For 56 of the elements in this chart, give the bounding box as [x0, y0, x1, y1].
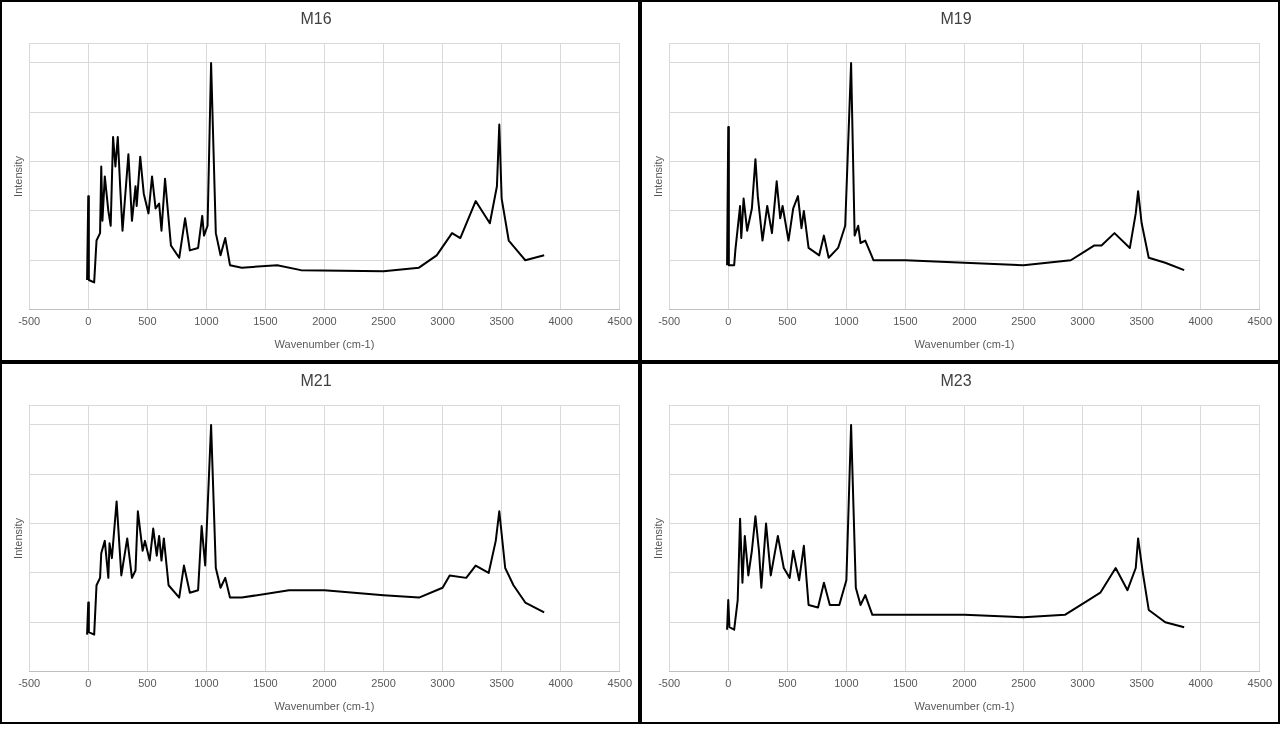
- x-tick-label: 0: [85, 315, 92, 328]
- x-tick-label: 0: [85, 677, 92, 690]
- x-tick-label: 1500: [253, 315, 278, 328]
- x-tick-label: 3000: [430, 677, 455, 690]
- x-tick-label: 4500: [607, 677, 633, 690]
- chart-title: M21: [300, 372, 332, 390]
- x-tick-label: 3500: [489, 315, 514, 328]
- x-tick-label: 500: [778, 315, 797, 328]
- chart-title: M23: [940, 372, 972, 390]
- x-tick-label: 1500: [893, 677, 918, 690]
- x-tick-label: 3500: [1129, 677, 1154, 690]
- x-tick-label: 4000: [1188, 677, 1213, 690]
- x-tick-label: 3500: [489, 677, 514, 690]
- x-tick-label: 2500: [1011, 677, 1036, 690]
- x-tick-label: 4500: [1247, 677, 1273, 690]
- x-tick-label: 1000: [194, 677, 219, 690]
- x-tick-label: 0: [725, 677, 732, 690]
- y-axis-title: Intensity: [651, 517, 664, 559]
- x-tick-label: 500: [138, 677, 157, 690]
- chart-title: M19: [940, 10, 972, 28]
- x-tick-label: 2500: [371, 677, 396, 690]
- x-tick-label: 2500: [371, 315, 396, 328]
- y-axis-title: Intensity: [11, 517, 24, 559]
- x-tick-label: 3000: [1070, 315, 1095, 328]
- x-tick-label: 2000: [952, 677, 977, 690]
- x-axis-title: Wavenumber (cm-1): [274, 338, 375, 351]
- x-tick-label: 3000: [430, 315, 455, 328]
- x-axis-title: Wavenumber (cm-1): [914, 338, 1015, 351]
- x-tick-label: 4500: [607, 315, 633, 328]
- x-tick-label: -500: [658, 315, 681, 328]
- x-axis-title: Wavenumber (cm-1): [274, 700, 375, 713]
- x-tick-label: 1000: [194, 315, 219, 328]
- x-tick-label: 2000: [312, 677, 337, 690]
- y-axis-title: Intensity: [651, 155, 664, 197]
- x-tick-label: 2000: [312, 315, 337, 328]
- x-tick-label: -500: [18, 315, 41, 328]
- x-tick-label: -500: [658, 677, 681, 690]
- x-tick-label: 4000: [1188, 315, 1213, 328]
- x-tick-label: 4500: [1247, 315, 1273, 328]
- x-tick-label: 2500: [1011, 315, 1036, 328]
- x-tick-label: 1500: [893, 315, 918, 328]
- x-tick-label: 3000: [1070, 677, 1095, 690]
- x-tick-label: 1500: [253, 677, 278, 690]
- x-tick-label: 4000: [548, 315, 573, 328]
- y-axis-title: Intensity: [11, 155, 24, 197]
- x-tick-label: 1000: [834, 315, 859, 328]
- x-tick-label: 0: [725, 315, 732, 328]
- x-tick-label: 500: [138, 315, 157, 328]
- x-tick-label: 2000: [952, 315, 977, 328]
- x-tick-label: 1000: [834, 677, 859, 690]
- x-tick-label: -500: [18, 677, 41, 690]
- x-tick-label: 3500: [1129, 315, 1154, 328]
- x-tick-label: 4000: [548, 677, 573, 690]
- x-tick-label: 500: [778, 677, 797, 690]
- chart-title: M16: [300, 10, 332, 28]
- x-axis-title: Wavenumber (cm-1): [914, 700, 1015, 713]
